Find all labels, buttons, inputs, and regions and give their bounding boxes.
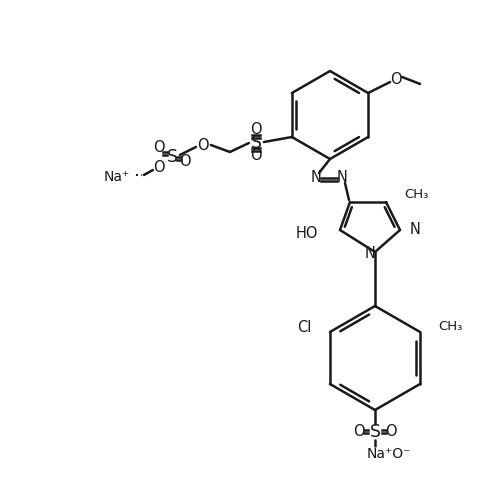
Text: O: O	[179, 154, 190, 170]
Text: S: S	[166, 148, 177, 166]
Text: N: N	[364, 246, 376, 262]
Text: S: S	[250, 134, 262, 152]
Text: O: O	[353, 424, 365, 440]
Text: HO: HO	[296, 226, 318, 242]
Text: O: O	[250, 148, 262, 164]
Text: N: N	[336, 170, 347, 186]
Text: S: S	[370, 423, 380, 441]
Text: O: O	[197, 138, 208, 152]
Text: Na⁺O⁻: Na⁺O⁻	[367, 447, 411, 461]
Text: O: O	[153, 140, 164, 156]
Text: Na⁺: Na⁺	[104, 170, 130, 184]
Text: O: O	[250, 122, 262, 138]
Text: O: O	[385, 424, 397, 440]
Text: N: N	[310, 170, 322, 186]
Text: CH₃: CH₃	[438, 320, 462, 334]
Text: Cl: Cl	[298, 320, 312, 334]
Text: O: O	[153, 160, 164, 174]
Text: N: N	[410, 222, 421, 238]
Text: O: O	[390, 72, 402, 86]
Text: CH₃: CH₃	[404, 188, 428, 200]
